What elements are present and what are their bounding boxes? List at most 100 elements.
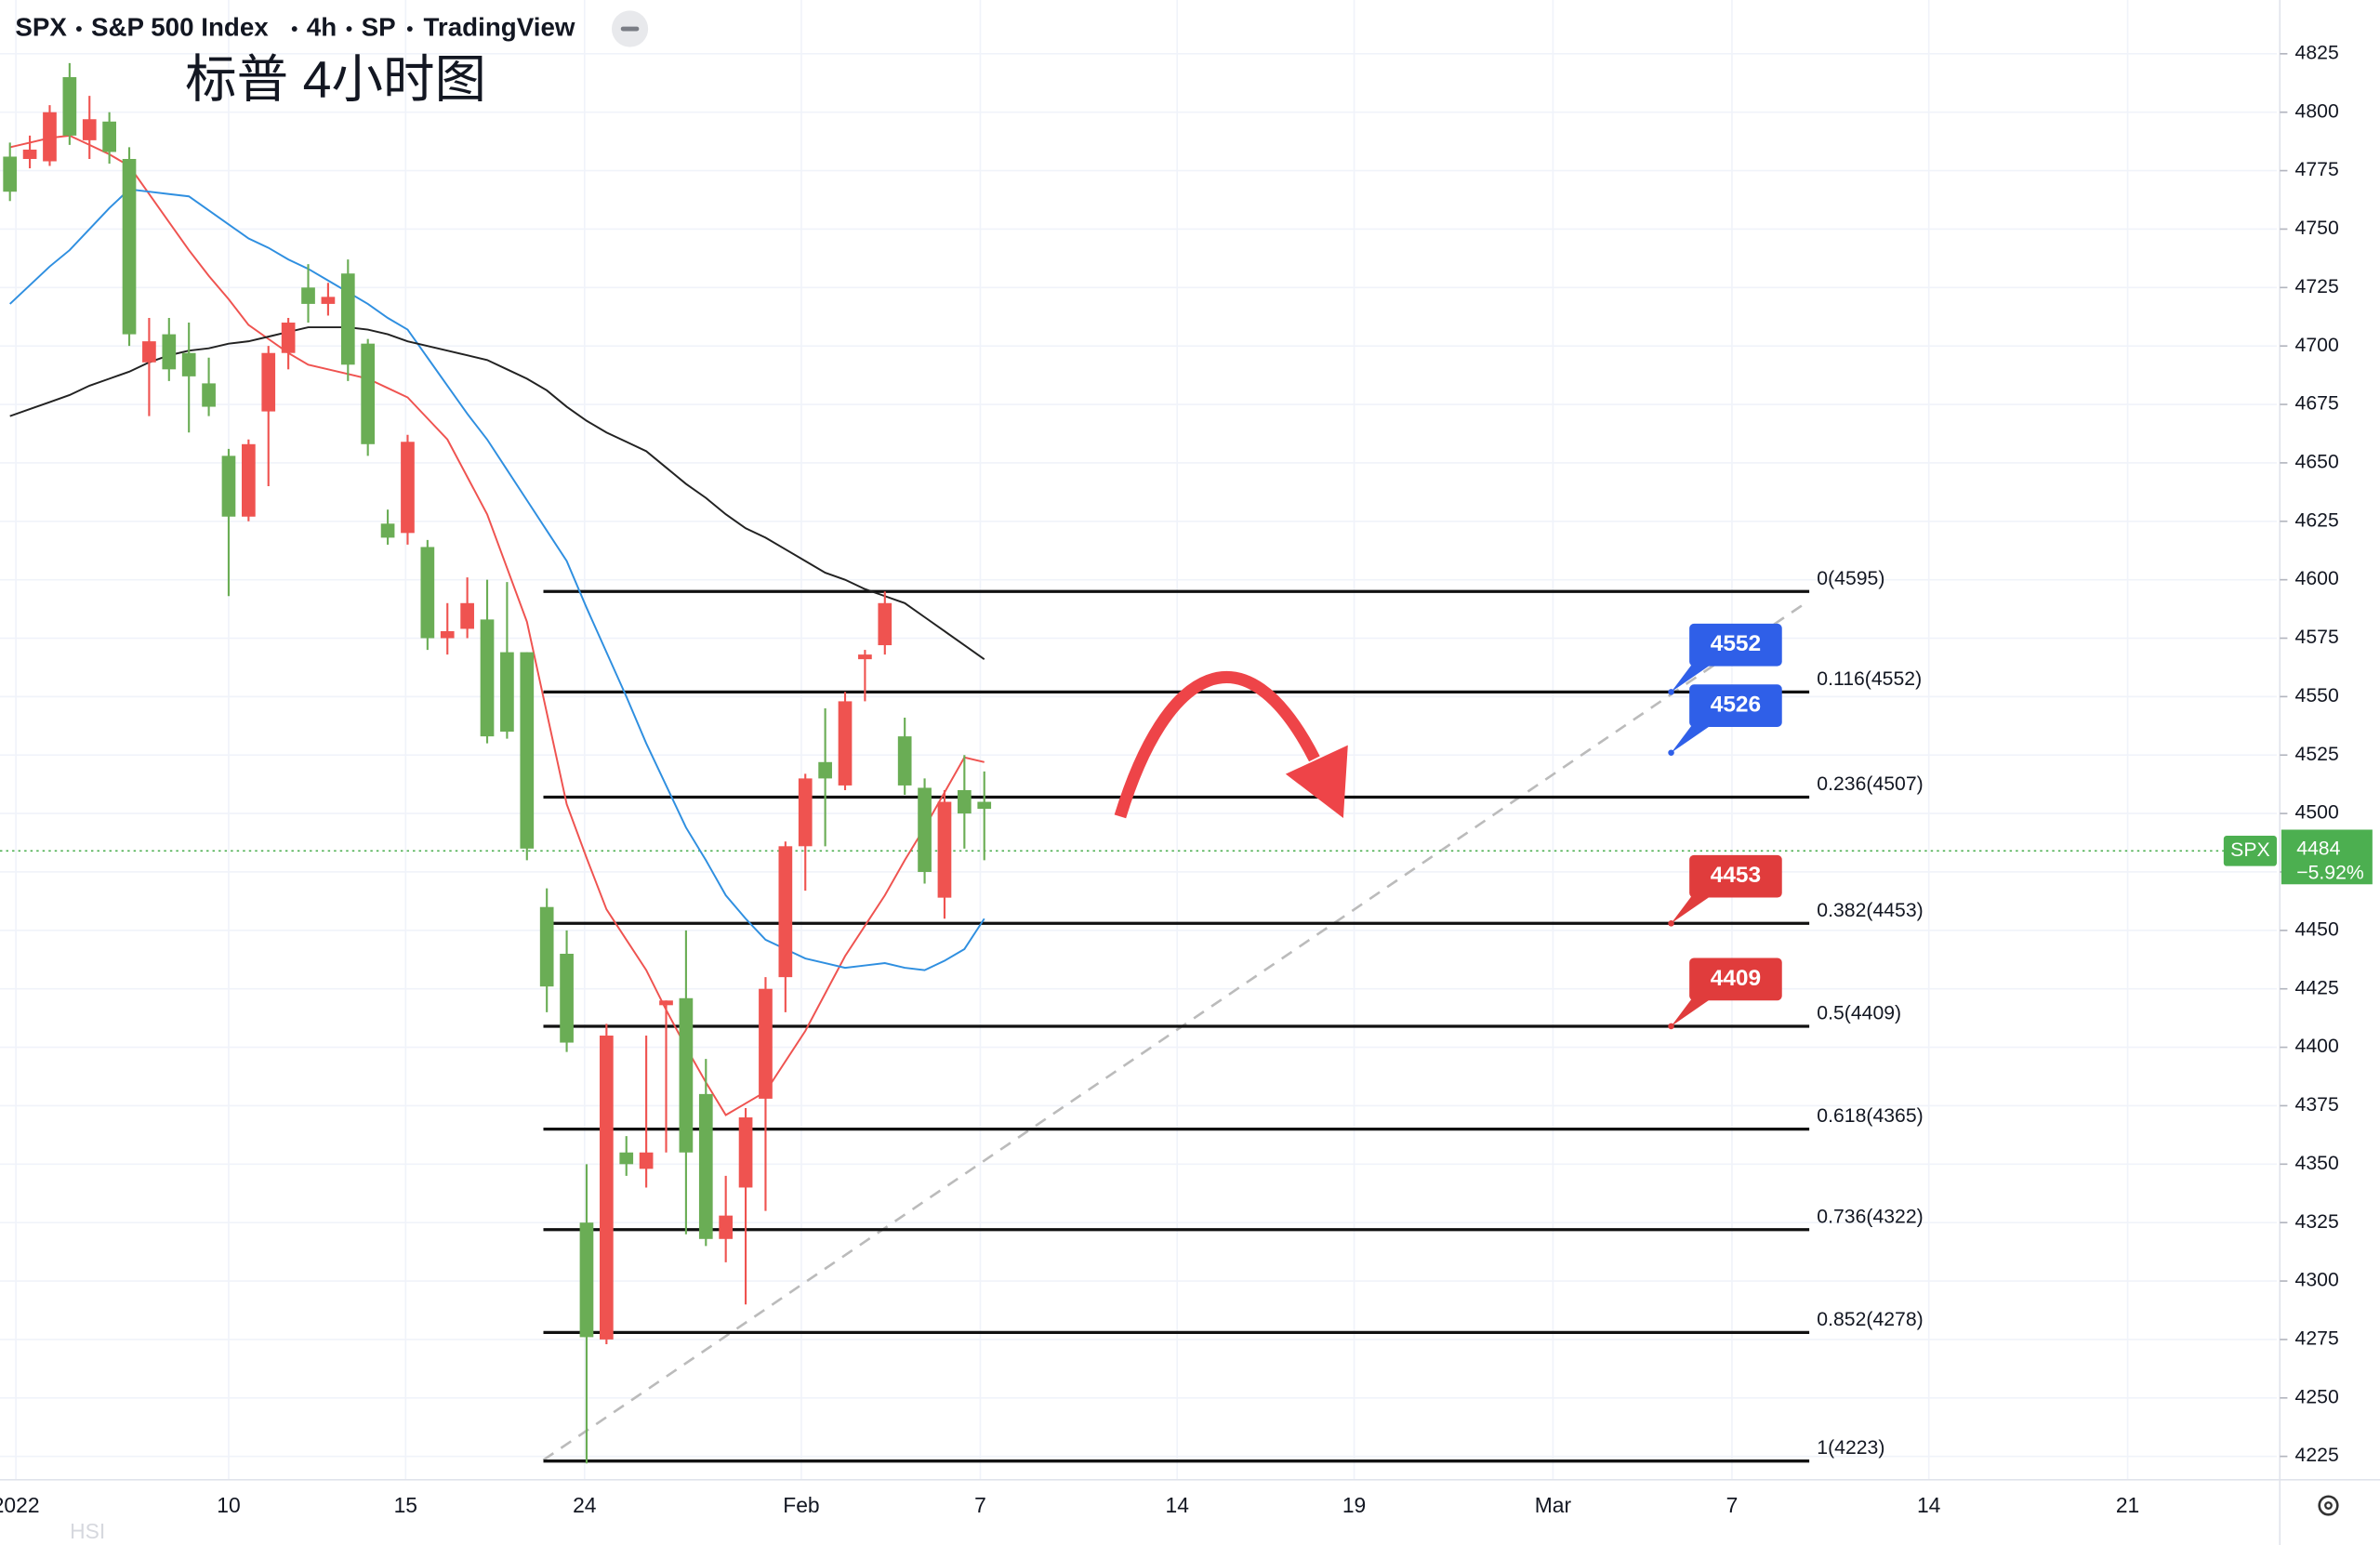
- candle-body: [918, 787, 932, 872]
- callout-pointer: [1671, 892, 1715, 924]
- callout-label: 4552: [1711, 631, 1761, 656]
- candle-body: [619, 1152, 634, 1165]
- forecast-arrow: [1114, 671, 1320, 819]
- y-tick-label: 4725: [2295, 276, 2339, 297]
- fib-label: 0.618(4365): [1817, 1105, 1923, 1127]
- fib-label: 0.852(4278): [1817, 1309, 1923, 1330]
- callout-label: 4409: [1711, 966, 1761, 991]
- moving-average: [9, 188, 985, 971]
- y-tick-label: 4375: [2295, 1094, 2339, 1116]
- price-callout: 4552: [1668, 623, 1782, 695]
- callout-box: [1689, 684, 1782, 727]
- fib-label: 0.5(4409): [1817, 1002, 1901, 1023]
- separator: [406, 26, 413, 32]
- candle-body: [261, 352, 276, 412]
- plot: 0(4595) 0.116(4552) 0.236(4507) 0.382(4453)…: [0, 62, 2277, 1464]
- last-price-change: −5.92%: [2296, 862, 2364, 883]
- fib-label: 0(4595): [1817, 568, 1884, 589]
- candle-body: [321, 297, 336, 304]
- callout-pointer: [1671, 722, 1715, 753]
- y-tick-label: 4400: [2295, 1036, 2339, 1057]
- candle-body: [579, 1222, 594, 1338]
- x-tick-label: 2022: [0, 1493, 40, 1517]
- candle-body: [759, 988, 773, 1099]
- candle-body: [380, 523, 395, 538]
- candle-body: [698, 1093, 713, 1239]
- last-price-symbol: SPX: [2230, 839, 2269, 861]
- arrow-head: [1285, 745, 1348, 818]
- y-tick-label: 4550: [2295, 685, 2339, 706]
- y-tick-label: 4625: [2295, 509, 2339, 531]
- header-source: TradingView: [424, 12, 575, 41]
- callout-label: 4453: [1711, 863, 1761, 888]
- header-symbol: SPX: [15, 12, 67, 41]
- candle-body: [878, 602, 892, 646]
- header-exchange: SP: [362, 12, 396, 41]
- x-tick-label: 24: [573, 1493, 597, 1517]
- gear[interactable]: [2318, 1495, 2339, 1516]
- candle-body: [977, 801, 992, 810]
- moving-average: [9, 326, 985, 660]
- callout-anchor: [1668, 920, 1674, 927]
- candle-body: [679, 997, 694, 1153]
- callout-anchor: [1668, 749, 1674, 756]
- candle-body: [162, 334, 177, 370]
- candle-body: [82, 119, 97, 140]
- y-tick-label: 4675: [2295, 393, 2339, 415]
- x-tick-label: 7: [974, 1493, 986, 1517]
- x-tick-label: 15: [394, 1493, 417, 1517]
- y-tick-label: 4325: [2295, 1211, 2339, 1233]
- fib-label: 0.382(4453): [1817, 900, 1923, 921]
- y-tick-label: 4600: [2295, 568, 2339, 589]
- candle-body: [401, 442, 415, 534]
- candle-body: [897, 736, 912, 786]
- y-tick-label: 4750: [2295, 218, 2339, 239]
- header-name: S&P 500 Index: [91, 12, 269, 41]
- x-tick-label: 21: [2116, 1493, 2139, 1517]
- price-callout: 4453: [1668, 854, 1782, 927]
- callout-pointer: [1671, 996, 1715, 1026]
- y-tick-label: 4775: [2295, 159, 2339, 180]
- x-tick-label: 10: [217, 1493, 240, 1517]
- candle-body: [340, 273, 355, 365]
- candle-body: [738, 1117, 753, 1188]
- callout-label: 4526: [1711, 693, 1761, 718]
- candle-body: [480, 619, 495, 737]
- x-tick-label: 14: [1917, 1493, 1941, 1517]
- candle-body: [22, 149, 37, 159]
- fib-label: 0.736(4322): [1817, 1206, 1923, 1227]
- candle-body: [142, 341, 156, 363]
- y-tick-label: 4350: [2295, 1153, 2339, 1174]
- last-price-box: [2281, 829, 2373, 885]
- candle-body: [460, 602, 474, 629]
- callout-box: [1689, 623, 1782, 667]
- y-tick-label: 4525: [2295, 744, 2339, 765]
- moving-average: [9, 134, 985, 1116]
- settings-icon[interactable]: [2318, 1495, 2339, 1516]
- y-tick-label: 4575: [2295, 627, 2339, 648]
- callout-box: [1689, 854, 1782, 898]
- y-tick-label: 4450: [2295, 918, 2339, 940]
- footer-label: HSI: [70, 1519, 105, 1543]
- y-tick-label: 4650: [2295, 452, 2339, 473]
- y-tick-label: 4425: [2295, 977, 2339, 998]
- price-callout: 4409: [1668, 957, 1782, 1030]
- candle-body: [122, 158, 137, 335]
- candle-body: [798, 778, 813, 847]
- y-tick-label: 4500: [2295, 802, 2339, 824]
- y-tick-label: 4300: [2295, 1270, 2339, 1291]
- x-tick-label: Feb: [783, 1493, 819, 1517]
- y-tick-label: 4700: [2295, 335, 2339, 356]
- candle-body: [659, 1000, 673, 1006]
- candle-body: [181, 352, 196, 376]
- candle-body: [221, 456, 236, 517]
- candle-body: [242, 443, 256, 517]
- gear-center: [2324, 1501, 2333, 1510]
- candle-body: [62, 76, 77, 136]
- candle-body: [937, 801, 952, 898]
- y-tick-label: 4275: [2295, 1328, 2339, 1350]
- callout-anchor: [1668, 689, 1674, 695]
- candle-body: [539, 906, 554, 987]
- y-tick-label: 4800: [2295, 100, 2339, 122]
- last-price-value: 4484: [2296, 838, 2340, 859]
